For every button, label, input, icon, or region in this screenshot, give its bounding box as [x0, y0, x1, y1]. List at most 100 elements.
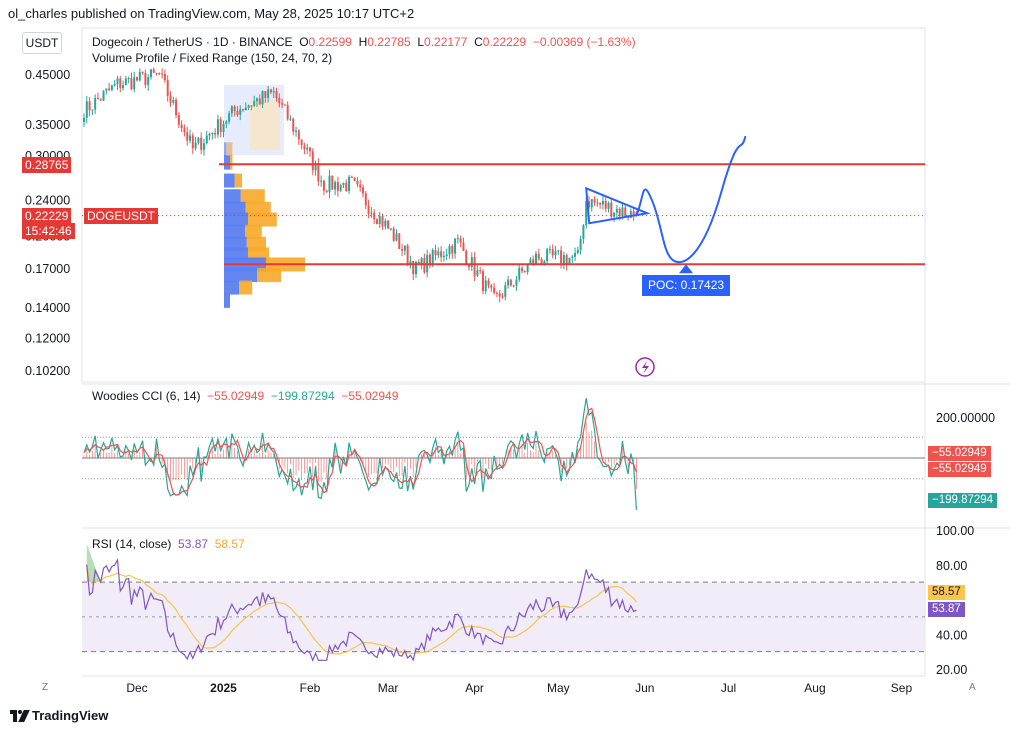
candle-body — [350, 176, 353, 178]
change-value: −0.00369 (−1.63%) — [532, 35, 636, 49]
candle-body — [169, 95, 172, 103]
price-pane — [81, 27, 926, 383]
candle-body — [172, 100, 175, 103]
z-button[interactable]: Z — [42, 682, 49, 693]
candle-body — [348, 176, 351, 192]
candle-body — [163, 73, 166, 81]
candle-body — [459, 238, 462, 243]
candle-body — [571, 256, 574, 258]
cci-price-tag-2: −55.02949 — [928, 462, 991, 477]
candle-body — [582, 225, 585, 239]
y-tick-label: 0.17000 — [25, 262, 70, 276]
candle-body — [113, 83, 116, 86]
rsi-value-1: 53.87 — [178, 537, 209, 551]
candle-body — [551, 249, 554, 256]
candle-body — [548, 249, 551, 251]
candle-body — [599, 202, 602, 205]
candle-body — [604, 200, 607, 209]
candle-body — [219, 119, 222, 133]
candle-body — [507, 279, 510, 286]
candle-body — [345, 182, 348, 192]
volume-profile-up-bar — [224, 236, 247, 251]
candle-body — [158, 73, 161, 75]
poc-pointer — [679, 264, 693, 274]
symbol-line[interactable]: Dogecoin / TetherUS · 1D · BINANCE — [92, 35, 293, 49]
candle-body — [403, 245, 406, 251]
candle-body — [543, 261, 546, 264]
candle-body — [498, 293, 501, 297]
resistance-price-tag: 0.28765 — [22, 157, 72, 173]
candle-body — [88, 101, 91, 111]
candle-body — [306, 147, 309, 150]
x-tick-label: 2025 — [210, 681, 237, 695]
candle-body — [328, 175, 331, 193]
x-tick-label: Apr — [465, 681, 484, 695]
candle-body — [560, 250, 563, 264]
candle-body — [406, 245, 409, 264]
candle-body — [83, 117, 85, 122]
candle-body — [431, 249, 434, 266]
candle-body — [468, 263, 471, 268]
candle-body — [389, 228, 392, 230]
candle-body — [239, 109, 242, 115]
candle-body — [317, 162, 320, 182]
candle-body — [576, 249, 579, 253]
lightning-icon — [642, 361, 649, 374]
candle-body — [116, 78, 119, 84]
cci-title: Woodies CCI (6, 14) — [92, 389, 201, 403]
candle-body — [336, 182, 339, 191]
candle-body — [557, 250, 560, 252]
x-tick-label: Aug — [804, 681, 825, 695]
y-tick-label: 0.14000 — [25, 301, 70, 315]
candle-body — [130, 78, 133, 90]
volume-profile-down-bar — [245, 224, 262, 239]
candle-body — [152, 69, 155, 73]
candle-body — [367, 205, 370, 214]
volume-profile-up-bar — [224, 280, 239, 295]
candle-body — [428, 254, 431, 266]
candle-body — [384, 220, 387, 227]
publisher-line: ol_charles published on TradingView.com,… — [8, 6, 415, 21]
candle-body — [255, 98, 258, 102]
rsi-axis-label: 40.00 — [936, 628, 967, 642]
candle-body — [228, 113, 231, 122]
auto-scale-button[interactable]: A — [969, 682, 976, 693]
x-tick-label: Mar — [378, 681, 399, 695]
candle-body — [445, 254, 448, 256]
candle-body — [554, 251, 557, 256]
candle-body — [610, 202, 613, 217]
candle-body — [94, 97, 97, 110]
currency-selector[interactable]: USDT — [22, 32, 62, 54]
candle-body — [108, 88, 111, 91]
candle-body — [574, 252, 577, 257]
candle-body — [149, 69, 152, 78]
candle-body — [200, 137, 203, 150]
candle-body — [166, 80, 169, 96]
cci-line-red — [83, 407, 637, 496]
rsi-value-2: 58.57 — [214, 537, 245, 551]
low-label: L — [417, 35, 425, 49]
volume-profile-up-bar — [224, 142, 227, 157]
candle-body — [493, 287, 496, 293]
high-label: H — [358, 35, 368, 49]
volume-profile-legend[interactable]: Volume Profile / Fixed Range (150, 24, 7… — [92, 51, 333, 65]
candle-body — [353, 177, 356, 181]
candle-body — [236, 110, 239, 115]
candle-body — [275, 91, 278, 99]
candle-body — [189, 135, 192, 141]
candle-body — [526, 264, 529, 272]
rsi-legend[interactable]: RSI (14, close) 53.87 58.57 — [92, 537, 245, 551]
cci-legend[interactable]: Woodies CCI (6, 14) −55.02949 −199.87294… — [92, 389, 398, 403]
candle-body — [534, 253, 537, 264]
candle-body — [225, 121, 228, 124]
candle-body — [412, 261, 415, 275]
candle-body — [593, 199, 596, 203]
candle-body — [454, 238, 457, 254]
candle-body — [177, 115, 180, 125]
volume-profile-up-bar — [224, 173, 235, 188]
candle-body — [596, 202, 599, 204]
candle-body — [451, 246, 454, 254]
last-price-tag: 0.22229 — [22, 208, 72, 224]
candle-body — [370, 212, 373, 214]
